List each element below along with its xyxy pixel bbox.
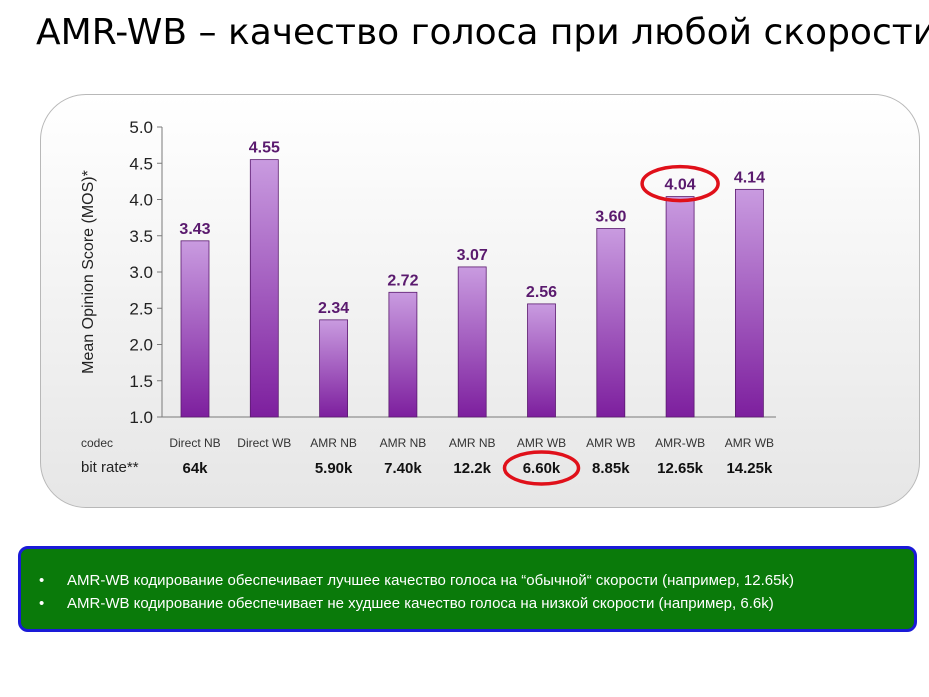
value-label: 2.56 xyxy=(526,284,557,301)
value-label: 3.43 xyxy=(179,221,210,238)
note-item: • AMR-WB кодирование обеспечивает лучшее… xyxy=(39,569,914,592)
bar xyxy=(457,266,487,418)
codec-label: AMR NB xyxy=(310,436,357,450)
y-tick-label: 4.5 xyxy=(129,154,153,173)
highlight-circle-value xyxy=(640,164,720,203)
bar xyxy=(527,303,556,418)
bar xyxy=(180,240,210,418)
y-tick-label: 4.0 xyxy=(129,191,153,210)
codec-label: AMR NB xyxy=(449,436,496,450)
codec-label: Direct NB xyxy=(169,436,220,450)
chart-labels: codec bit rate** 3.43 Direct NB 64k 4.55 Direc… xyxy=(81,140,774,486)
note-item: • AMR-WB кодирование обеспечивает не худ… xyxy=(39,592,914,615)
value-label: 3.60 xyxy=(595,209,626,226)
mos-bar-chart: 1.0 1.5 2.0 2.5 3.0 3.5 4.0 4.5 5.0 Mean Opinion … xyxy=(80,118,776,486)
bitrate-label: 14.25k xyxy=(726,460,773,477)
y-tick-label: 5.0 xyxy=(129,118,153,137)
bar xyxy=(249,159,279,418)
bitrate-label: 64k xyxy=(182,460,208,477)
codec-label: Direct WB xyxy=(237,436,291,450)
codec-label: AMR WB xyxy=(517,436,566,450)
value-label: 2.72 xyxy=(387,272,418,289)
bitrate-label: 12.65k xyxy=(657,460,704,477)
bar xyxy=(319,319,349,418)
codec-label: AMR WB xyxy=(586,436,635,450)
bitrate-label: 7.40k xyxy=(384,460,422,477)
value-label: 4.04 xyxy=(665,177,696,194)
note-text: AMR-WB кодирование обеспечивает лучшее к… xyxy=(67,572,794,589)
bitrate-label: 12.2k xyxy=(453,460,491,477)
value-label: 4.55 xyxy=(249,140,280,157)
bitrate-row-label: bit rate** xyxy=(81,459,139,476)
chart-bars xyxy=(180,159,764,418)
bitrate-label: 5.90k xyxy=(315,460,353,477)
bar xyxy=(735,188,764,418)
bar xyxy=(596,228,626,418)
slide-title: AMR-WB – качество голоса при любой скоро… xyxy=(36,12,929,53)
bitrate-label: 8.85k xyxy=(592,460,630,477)
notes-box: • AMR-WB кодирование обеспечивает лучшее… xyxy=(18,546,917,632)
codec-label: AMR-WB xyxy=(655,436,705,450)
chart-axes: 1.0 1.5 2.0 2.5 3.0 3.5 4.0 4.5 5.0 Mean Opinion … xyxy=(80,118,776,427)
highlight-circle-bitrate xyxy=(502,450,581,486)
note-text: AMR-WB кодирование обеспечивает не худше… xyxy=(67,595,774,612)
value-label: 2.34 xyxy=(318,300,349,317)
y-tick-label: 1.0 xyxy=(129,408,153,427)
bullet-icon: • xyxy=(39,595,45,612)
y-tick-label: 3.5 xyxy=(129,227,153,246)
y-tick-label: 2.0 xyxy=(129,336,153,355)
bullet-icon: • xyxy=(39,572,45,589)
codec-label: AMR NB xyxy=(380,436,427,450)
y-tick-label: 3.0 xyxy=(129,263,153,282)
value-label: 3.07 xyxy=(457,247,488,264)
y-tick-label: 2.5 xyxy=(129,299,153,318)
codec-row-label: codec xyxy=(81,436,113,450)
y-axis-label: Mean Opinion Score (MOS)* xyxy=(80,170,97,374)
y-tick-label: 1.5 xyxy=(129,372,153,391)
codec-label: AMR WB xyxy=(725,436,774,450)
bar xyxy=(388,291,418,418)
bitrate-label: 6.60k xyxy=(523,460,561,477)
bar xyxy=(665,196,695,418)
value-label: 4.14 xyxy=(734,169,765,186)
